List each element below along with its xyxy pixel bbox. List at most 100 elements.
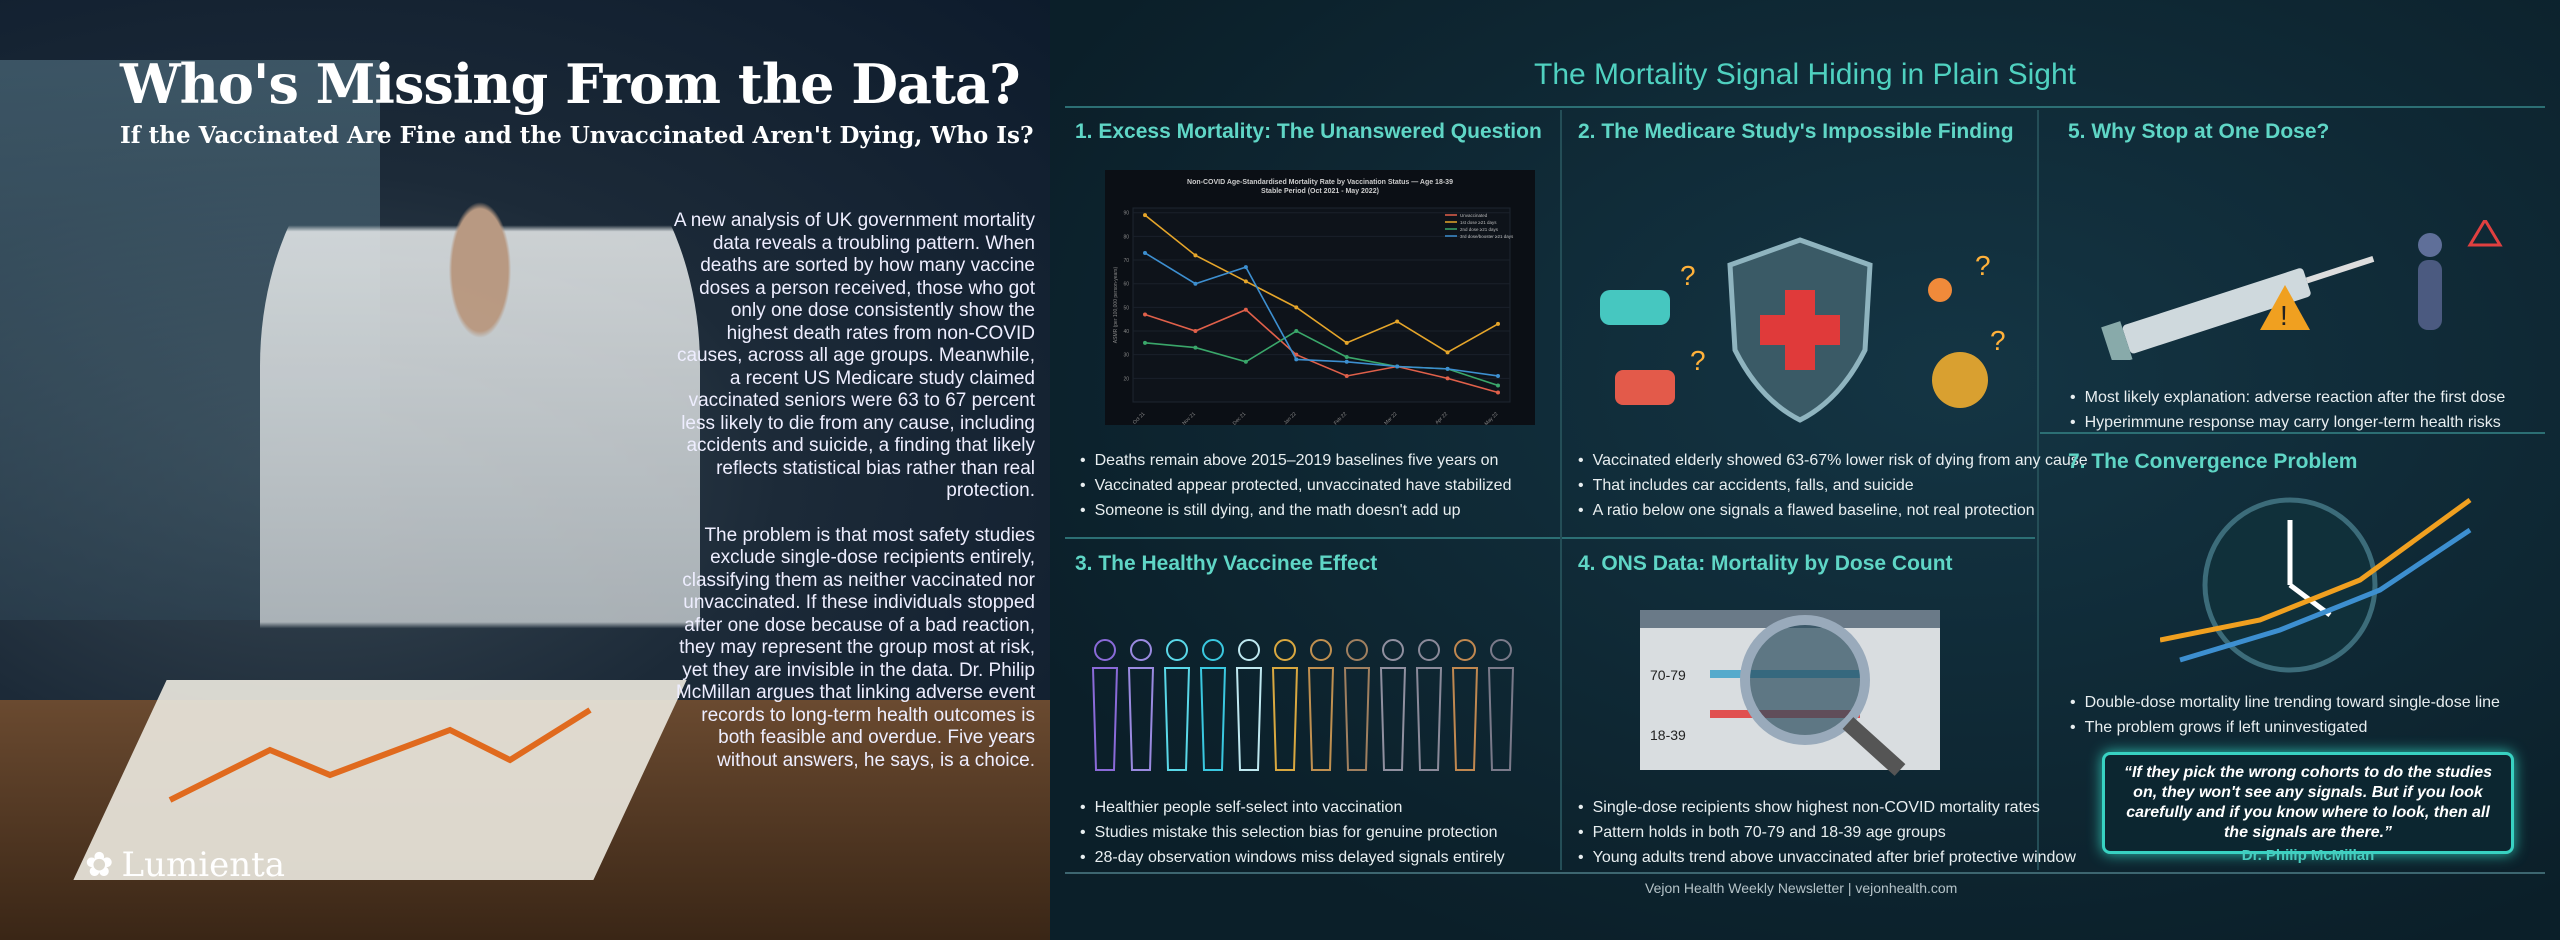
section-heading: 5. Why Stop at One Dose? (2068, 120, 2330, 143)
bullet: Vaccinated elderly showed 63-67% lower r… (1578, 448, 2088, 473)
section-5-bullets: Most likely explanation: adverse reactio… (2070, 385, 2506, 435)
section-heading: 2. The Medicare Study's Impossible Findi… (1578, 120, 2014, 143)
section-2-bullets: Vaccinated elderly showed 63-67% lower r… (1578, 448, 2088, 523)
bullet: Someone is still dying, and the math doe… (1080, 498, 1511, 523)
series-line (1144, 308, 1499, 394)
section-7-bullets: Double-dose mortality line trending towa… (2070, 690, 2500, 740)
section-healthy-vaccinee: 3. The Healthy Vaccinee Effect (1075, 552, 1377, 590)
bullet: A ratio below one signals a flawed basel… (1578, 498, 2088, 523)
footer: Vejon Health Weekly Newsletter | vejonhe… (1645, 880, 1958, 896)
doctor-illustration (260, 110, 700, 750)
data-point (1143, 250, 1147, 255)
data-point (1243, 307, 1248, 312)
data-point (1193, 253, 1198, 258)
section-heading: 7. The Convergence Problem (2068, 450, 2358, 473)
section-heading: 1. Excess Mortality: The Unanswered Ques… (1075, 120, 1542, 143)
x-tick-label: Dec 21 (1232, 411, 1248, 425)
person-silhouette (1415, 639, 1443, 771)
data-point (1344, 340, 1349, 345)
y-tick-label: 50 (1123, 305, 1129, 311)
bullet: 28-day observation windows miss delayed … (1080, 845, 1505, 870)
clock-convergence-icon (2160, 497, 2472, 673)
section-heading: 3. The Healthy Vaccinee Effect (1075, 552, 1378, 575)
bullet: The problem grows if left uninvestigated (2070, 715, 2500, 740)
data-point (1193, 281, 1198, 286)
intro-text: A new analysis of UK government mortalit… (665, 210, 1035, 794)
person-silhouette (1091, 639, 1119, 771)
series-line (1144, 214, 1499, 354)
intro-paragraph: The problem is that most safety studies … (675, 524, 1035, 771)
page-title: Who's Missing From the Data? (120, 52, 1021, 116)
data-point (1344, 359, 1349, 364)
person-silhouette (1127, 639, 1155, 771)
section-excess-mortality: 1. Excess Mortality: The Unanswered Ques… (1075, 120, 1542, 158)
svg-text:?: ? (1680, 260, 1696, 291)
y-tick-label: 20 (1123, 376, 1129, 382)
section-heading: 4. ONS Data: Mortality by Dose Count (1578, 552, 1953, 575)
quote-author: Dr. Philip McMillan (2241, 847, 2375, 864)
bullet: Studies mistake this selection bias for … (1080, 820, 1505, 845)
data-point (1344, 373, 1349, 378)
shield-cross-icon: ???? (1600, 237, 2006, 423)
svg-text:!: ! (2280, 300, 2288, 331)
trend-line-icon (168, 707, 592, 803)
x-tick-label: Feb 22 (1333, 411, 1348, 425)
data-point (1496, 321, 1500, 326)
bullet: Double-dose mortality line trending towa… (2070, 690, 2500, 715)
data-point (1243, 265, 1248, 270)
data-point (1294, 305, 1299, 310)
legend-label: 3rd dose/booster ≥21 days (1460, 234, 1514, 239)
person-silhouette (1163, 639, 1191, 771)
bullet: Vaccinated appear protected, unvaccinate… (1080, 473, 1512, 498)
data-point (1496, 390, 1500, 395)
legend-label: 2nd dose ≥21 days (1460, 227, 1499, 232)
bullet: Pattern holds in both 70-79 and 18-39 ag… (1578, 820, 2076, 845)
data-point (1143, 340, 1147, 345)
divider (1065, 537, 2035, 539)
person-silhouette (1451, 639, 1479, 771)
data-point (1143, 312, 1147, 317)
bullet: That includes car accidents, falls, and … (1578, 473, 2088, 498)
chart-title: Non-COVID Age-Standardised Mortality Rat… (1187, 179, 1453, 186)
bullet: Most likely explanation: adverse reactio… (2070, 385, 2506, 410)
y-tick-label: 70 (1123, 258, 1129, 264)
y-axis-label: ASMR (per 100,000 person-years) (1113, 266, 1119, 343)
series-line (1144, 252, 1499, 377)
page-subtitle: If the Vaccinated Are Fine and the Unvac… (120, 122, 1034, 149)
person-silhouette (1343, 639, 1371, 771)
divider (1560, 110, 1562, 870)
data-point (1243, 359, 1248, 364)
section-1-bullets: Deaths remain above 2015–2019 baselines … (1080, 448, 1512, 523)
syringe-warning-icon: ! (2101, 220, 2503, 360)
logo: ✿ Lumienta (85, 845, 286, 885)
person-silhouette (1307, 639, 1335, 771)
data-point (1344, 355, 1349, 360)
section-ons-data: 4. ONS Data: Mortality by Dose Count (1578, 552, 1953, 590)
plot-area (1132, 207, 1511, 403)
data-point (1496, 383, 1500, 388)
data-point (1193, 345, 1198, 350)
x-tick-label: Oct 21 (1132, 411, 1147, 425)
x-tick-label: Jan 22 (1283, 411, 1298, 425)
data-point (1294, 357, 1299, 362)
bullet: Hyperimmune response may carry longer-te… (2070, 410, 2505, 435)
data-point (1395, 364, 1400, 369)
data-point (1193, 329, 1198, 334)
intro-paragraph: A new analysis of UK government mortalit… (673, 210, 1035, 501)
x-tick-label: Apr 22 (1434, 411, 1449, 425)
people-silhouettes-icon (1091, 639, 1515, 771)
x-tick-label: May 22 (1484, 411, 1500, 425)
y-tick-label: 90 (1123, 211, 1129, 217)
bullet: Healthier people self-select into vaccin… (1080, 795, 1505, 820)
doc-label: 70-79 (1650, 667, 1686, 683)
legend-label: 1st dose ≥21 days (1460, 220, 1497, 225)
quote-text: “If they pick the wrong cohorts to do th… (2123, 764, 2493, 841)
section-medicare: 2. The Medicare Study's Impossible Findi… (1578, 120, 2014, 158)
data-point (1294, 352, 1299, 357)
svg-text:?: ? (1990, 325, 2006, 356)
bullet: Young adults trend above unvaccinated af… (1578, 845, 2076, 870)
data-point (1445, 376, 1450, 381)
flower-logo-icon: ✿ (85, 845, 114, 885)
section-convergence: 7. The Convergence Problem (2068, 450, 2357, 488)
data-point (1445, 350, 1450, 355)
